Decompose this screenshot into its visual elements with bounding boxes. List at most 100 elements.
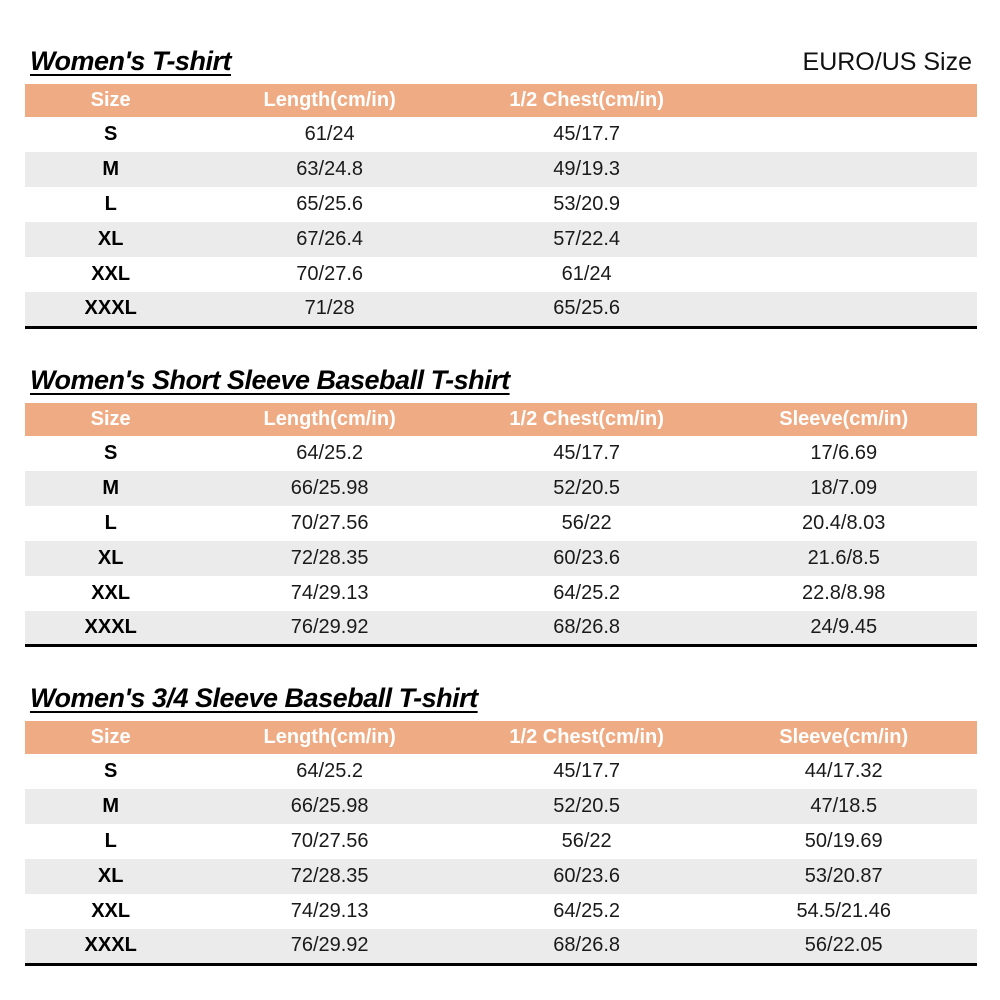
- measurement-cell: 71/28: [304, 297, 355, 320]
- measurement-cell: 63/24.8: [296, 158, 363, 180]
- table-row: XXL 70/27.6 61/24: [25, 257, 977, 292]
- measurement-cell: 21.6/8.5: [807, 546, 880, 569]
- size-cell: XXXL: [84, 297, 137, 320]
- measurement-cell: 67/26.4: [296, 228, 363, 250]
- table-row: XXL 74/29.13 64/25.2 54.5/21.46: [25, 894, 977, 929]
- empty-cell: [710, 117, 977, 152]
- measurement-cell: 56/22: [561, 511, 612, 534]
- measurement-cell: 60/23.6: [553, 546, 621, 569]
- measurement-cell: 70/27.56: [290, 830, 369, 852]
- section-header: Women's Short Sleeve Baseball T-shirt: [30, 365, 972, 396]
- measurement-cell: 66/25.98: [290, 795, 369, 817]
- size-cell: L: [104, 830, 117, 852]
- table-row: L 70/27.56 56/22 20.4/8.03: [25, 506, 977, 541]
- measurement-cell: 53/20.87: [804, 865, 883, 887]
- size-cell: XXL: [91, 581, 131, 604]
- measurement-cell: 45/17.7: [553, 760, 621, 782]
- measurement-cell: 68/26.8: [553, 615, 621, 638]
- measurement-cell: 54.5/21.46: [796, 900, 891, 922]
- measurement-cell: 72/28.35: [290, 865, 369, 887]
- size-cell: S: [104, 441, 118, 464]
- column-header: 1/2 Chest(cm/in): [462, 721, 711, 754]
- measurement-cell: 76/29.92: [290, 934, 369, 957]
- measurement-cell: 74/29.13: [290, 900, 369, 922]
- measurement-cell: 57/22.4: [553, 228, 621, 250]
- measurement-cell: 68/26.8: [553, 934, 621, 957]
- empty-cell: [710, 152, 977, 187]
- measurement-cell: 50/19.69: [804, 830, 883, 852]
- measurement-cell: 74/29.13: [290, 581, 369, 604]
- table-row: L 70/27.56 56/22 50/19.69: [25, 824, 977, 859]
- measurement-cell: 49/19.3: [553, 158, 621, 180]
- table-row: S 64/25.2 45/17.7 17/6.69: [25, 436, 977, 471]
- table-row: XL 67/26.4 57/22.4: [25, 222, 977, 257]
- empty-cell: [710, 187, 977, 222]
- size-cell: L: [104, 511, 117, 534]
- table-title-short-sleeve-baseball: Women's Short Sleeve Baseball T-shirt: [30, 364, 510, 395]
- measurement-cell: 24/9.45: [810, 615, 878, 638]
- measurement-cell: 64/25.2: [553, 581, 621, 604]
- column-header: Size: [25, 721, 197, 754]
- measurement-cell: 52/20.5: [553, 795, 621, 817]
- three-quarter-sleeve-baseball-size-table: Size Length(cm/in) 1/2 Chest(cm/in) Sleeve(…: [25, 721, 977, 966]
- table-row: M 63/24.8 49/19.3: [25, 152, 977, 187]
- measurement-cell: 72/28.35: [290, 546, 369, 569]
- column-header: Length(cm/in): [196, 84, 463, 117]
- column-header: Size: [25, 402, 197, 436]
- table-row: S 61/24 45/17.7: [25, 117, 977, 152]
- size-cell: XL: [97, 865, 124, 887]
- header-row: Size Length(cm/in) 1/2 Chest(cm/in) Sleeve(…: [25, 402, 977, 436]
- size-cell: XL: [97, 228, 124, 250]
- measurement-cell: 53/20.9: [553, 193, 621, 215]
- measurement-cell: 64/25.2: [296, 441, 363, 464]
- measurement-cell: 47/18.5: [810, 795, 878, 817]
- column-header-empty: [710, 84, 977, 117]
- measurement-cell: 70/27.56: [290, 511, 369, 534]
- table-title-womens-tshirt: Women's T-shirt: [30, 46, 231, 76]
- header-row: Size Length(cm/in) 1/2 Chest(cm/in) Sleeve(…: [25, 721, 977, 754]
- measurement-cell: 66/25.98: [290, 476, 369, 499]
- measurement-cell: 22.8/8.98: [802, 581, 886, 604]
- empty-cell: [710, 222, 977, 257]
- measurement-cell: 17/6.69: [810, 441, 878, 464]
- column-header: 1/2 Chest(cm/in): [462, 402, 711, 436]
- table-row: M 66/25.98 52/20.5 47/18.5: [25, 789, 977, 824]
- measurement-cell: 45/17.7: [553, 441, 621, 464]
- size-cell: XXL: [91, 900, 131, 922]
- table-row: XXXL 76/29.92 68/26.8 24/9.45: [25, 610, 977, 646]
- size-cell: M: [102, 795, 120, 817]
- column-header: Sleeve(cm/in): [710, 721, 977, 754]
- short-sleeve-baseball-size-table: Size Length(cm/in) 1/2 Chest(cm/in) Sleeve(…: [25, 402, 977, 647]
- measurement-cell: 65/25.6: [296, 193, 363, 215]
- table-row: XXXL 71/28 65/25.6: [25, 292, 977, 327]
- table-row: XXL 74/29.13 64/25.2 22.8/8.98: [25, 576, 977, 611]
- womens-tshirt-size-table: Size Length(cm/in) 1/2 Chest(cm/in) S 61/24 4…: [25, 84, 977, 329]
- measurement-cell: 52/20.5: [553, 476, 621, 499]
- table-row: XXXL 76/29.92 68/26.8 56/22.05: [25, 929, 977, 964]
- measurement-cell: 64/25.2: [296, 760, 363, 782]
- header-row: Size Length(cm/in) 1/2 Chest(cm/in): [25, 84, 977, 117]
- measurement-cell: 60/23.6: [553, 865, 621, 887]
- measurement-cell: 44/17.32: [804, 760, 883, 782]
- measurement-cell: 61/24: [304, 123, 355, 145]
- section-header: Women's 3/4 Sleeve Baseball T-shirt: [30, 683, 972, 714]
- empty-cell: [710, 257, 977, 292]
- page-header: Women's T-shirt EURO/US Size: [30, 46, 972, 77]
- size-cell: XXXL: [84, 934, 137, 957]
- measurement-cell: 56/22.05: [804, 934, 883, 957]
- table-row: M 66/25.98 52/20.5 18/7.09: [25, 470, 977, 506]
- measurement-cell: 76/29.92: [290, 615, 369, 638]
- table-row: XL 72/28.35 60/23.6 21.6/8.5: [25, 540, 977, 576]
- measurement-cell: 61/24: [561, 263, 612, 285]
- column-header: Sleeve(cm/in): [710, 402, 977, 436]
- size-cell: M: [102, 158, 120, 180]
- measurement-cell: 18/7.09: [810, 476, 878, 499]
- empty-cell: [710, 292, 977, 327]
- size-cell: L: [104, 193, 117, 215]
- table-row: XL 72/28.35 60/23.6 53/20.87: [25, 859, 977, 894]
- table-row: S 64/25.2 45/17.7 44/17.32: [25, 754, 977, 789]
- measurement-cell: 65/25.6: [553, 297, 621, 320]
- measurement-cell: 56/22: [561, 830, 612, 852]
- column-header: Length(cm/in): [196, 402, 463, 436]
